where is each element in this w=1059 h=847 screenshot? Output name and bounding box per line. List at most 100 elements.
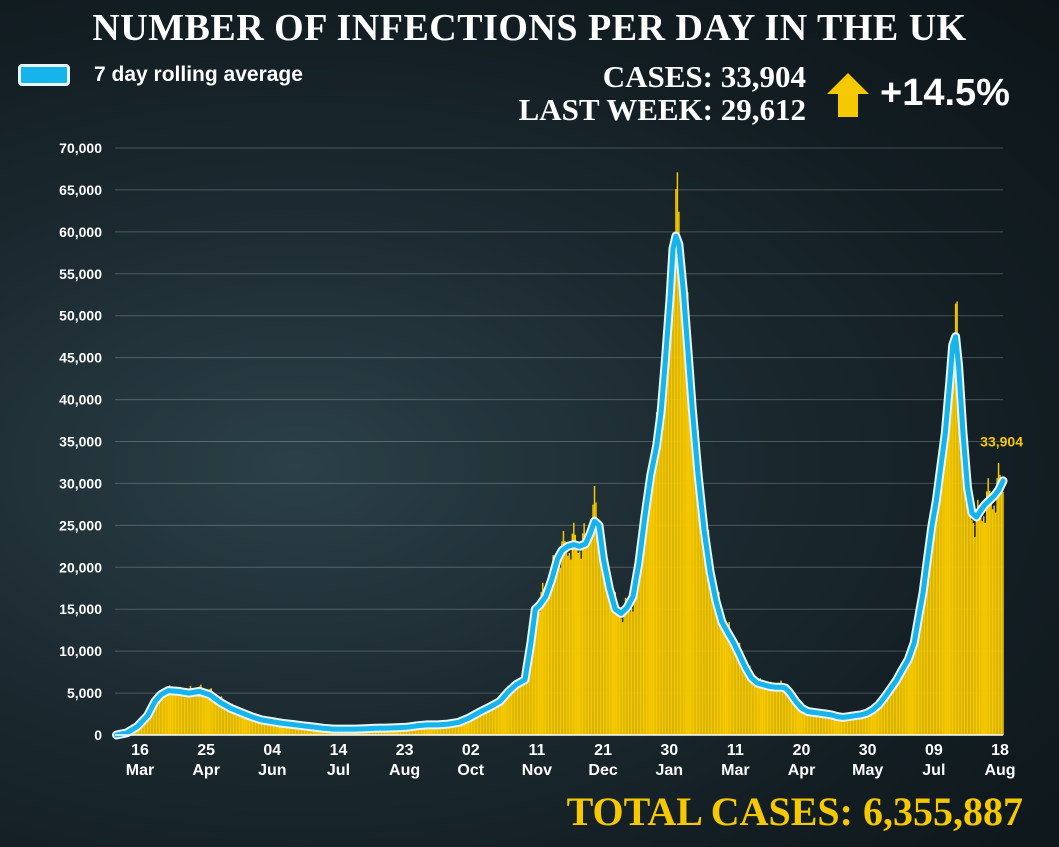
daily-case-bar <box>689 378 692 735</box>
daily-case-bar <box>790 688 793 735</box>
daily-case-bar <box>883 693 886 735</box>
y-tick-label: 40,000 <box>59 392 102 408</box>
daily-case-bar <box>732 643 735 735</box>
daily-case-bar <box>475 714 477 735</box>
x-tick-month: Aug <box>984 762 1015 779</box>
daily-case-bar <box>282 722 285 735</box>
daily-case-bar <box>263 719 266 735</box>
daily-case-bar <box>576 546 578 735</box>
daily-case-bar <box>645 483 648 735</box>
daily-case-bar <box>222 699 224 735</box>
daily-case-bar <box>608 591 611 735</box>
daily-case-bar <box>214 697 217 735</box>
y-tick-label: 30,000 <box>59 475 102 491</box>
y-tick-label: 55,000 <box>59 266 102 282</box>
daily-case-bar <box>968 476 970 735</box>
daily-case-bar <box>561 541 563 735</box>
y-tick-label: 25,000 <box>59 517 102 533</box>
daily-case-bar <box>695 426 698 735</box>
daily-case-bar <box>524 679 526 735</box>
y-tick-label: 60,000 <box>59 224 102 240</box>
daily-case-bar <box>595 502 597 735</box>
daily-case-bar <box>894 677 896 735</box>
daily-case-bar <box>536 612 538 735</box>
up-arrow-icon <box>827 73 869 117</box>
daily-case-bar <box>436 723 439 735</box>
last-week-stat: LAST WEEK: 29,612 <box>518 92 806 127</box>
daily-case-bar <box>277 723 279 735</box>
daily-case-bar <box>629 611 631 735</box>
daily-case-bar <box>777 690 779 735</box>
x-tick-day: 14 <box>330 742 348 759</box>
daily-case-bar <box>146 714 149 735</box>
daily-case-bar <box>744 666 747 735</box>
daily-case-bar <box>610 595 612 735</box>
daily-case-bar <box>978 508 981 735</box>
daily-case-bar <box>891 690 893 735</box>
daily-case-bar <box>266 721 269 735</box>
daily-case-bar <box>194 691 196 735</box>
daily-case-bar <box>988 490 991 735</box>
daily-case-bar <box>176 694 178 735</box>
daily-case-bar <box>704 544 707 735</box>
daily-case-bar <box>812 710 815 735</box>
daily-case-bar <box>509 687 511 735</box>
daily-case-bar <box>870 712 873 735</box>
x-tick-day: 30 <box>660 742 678 759</box>
y-tick-label: 70,000 <box>59 140 102 156</box>
daily-case-bar <box>490 703 492 735</box>
daily-case-bar <box>752 677 754 735</box>
daily-case-bar <box>796 701 799 735</box>
daily-case-bar <box>155 702 158 735</box>
daily-case-bar <box>932 534 935 735</box>
daily-case-bar <box>795 699 797 735</box>
daily-case-bar <box>919 615 921 735</box>
daily-case-bar <box>846 716 849 735</box>
daily-case-bar <box>758 680 760 735</box>
daily-case-bar <box>620 618 622 735</box>
daily-case-bar <box>706 528 708 735</box>
daily-case-bar <box>829 715 831 735</box>
y-tick-label: 5,000 <box>67 685 102 701</box>
x-tick-day: 23 <box>396 742 414 759</box>
daily-case-bar <box>963 459 966 735</box>
daily-case-bar <box>259 719 261 735</box>
daily-case-bar <box>886 693 889 735</box>
daily-case-bar <box>179 686 181 735</box>
daily-case-bar <box>861 712 864 735</box>
daily-case-bar <box>177 689 180 735</box>
daily-case-bar <box>934 497 936 735</box>
daily-case-bar <box>719 606 722 735</box>
daily-case-bar <box>879 704 881 735</box>
daily-case-bar <box>447 723 449 735</box>
daily-case-bar <box>154 702 156 735</box>
daily-case-bar <box>987 478 989 735</box>
daily-case-bar <box>466 720 468 735</box>
daily-case-bar <box>422 725 424 735</box>
daily-case-bar <box>798 704 800 735</box>
daily-case-bar <box>527 659 529 735</box>
daily-case-bar <box>494 705 497 735</box>
daily-case-bar <box>204 692 207 735</box>
daily-case-bar <box>946 384 948 735</box>
daily-case-bar <box>981 521 984 735</box>
daily-case-bar <box>842 714 844 735</box>
daily-case-bar <box>738 642 741 735</box>
daily-case-bar <box>543 588 545 735</box>
daily-case-bar <box>648 490 651 735</box>
daily-case-bar <box>260 718 263 735</box>
daily-case-bar <box>775 688 778 735</box>
daily-case-bar <box>857 715 859 735</box>
daily-case-bar <box>675 189 677 736</box>
y-axis-ticks: 0 5,000 10,000 15,000 20,000 25,000 30,000 35,0… <box>59 140 102 743</box>
daily-case-bar <box>661 404 664 735</box>
daily-case-bar <box>621 622 624 735</box>
x-tick-day: 30 <box>859 742 877 759</box>
daily-case-bar <box>944 418 947 735</box>
daily-case-bar <box>448 722 451 735</box>
daily-case-bar <box>467 717 470 735</box>
daily-case-bar <box>540 591 542 735</box>
daily-case-bar <box>803 708 806 735</box>
daily-case-bar <box>922 603 924 735</box>
daily-case-bar <box>820 711 822 735</box>
